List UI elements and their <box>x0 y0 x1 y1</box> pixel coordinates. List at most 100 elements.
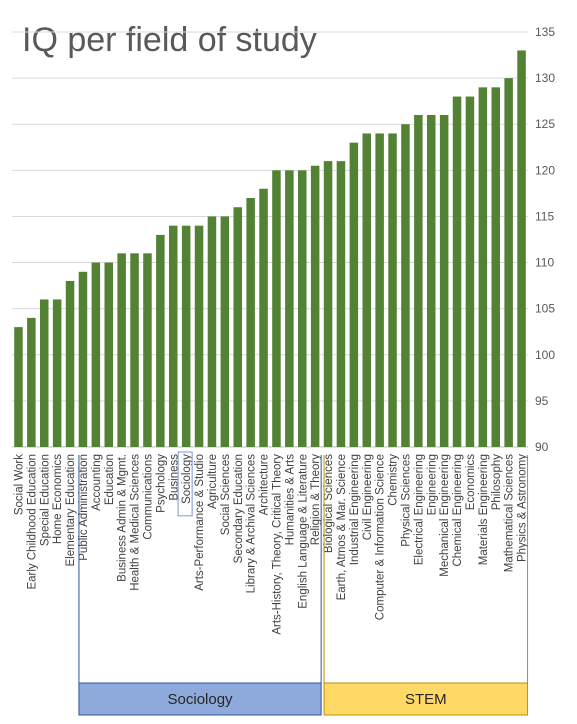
x-tick-label: Psychology <box>155 454 167 513</box>
group-label: STEM <box>405 691 447 708</box>
bar <box>285 170 294 448</box>
bar <box>246 198 255 447</box>
highlight-box <box>177 451 193 517</box>
x-tick-label: Economics <box>465 454 477 510</box>
x-tick-label: Accounting <box>91 454 103 511</box>
x-tick-label: Engineering <box>426 454 438 515</box>
group-box <box>78 682 322 716</box>
bar <box>401 124 410 447</box>
x-tick-label: Agriculture <box>207 454 219 509</box>
x-tick-label: Early Childhood Education <box>26 454 38 590</box>
x-tick-label: Business <box>168 454 180 501</box>
bar <box>78 271 88 447</box>
x-tick-label: Education <box>104 454 116 505</box>
x-tick-label: Communications <box>142 454 154 540</box>
bar <box>168 225 178 447</box>
bar <box>104 262 114 447</box>
x-tick-label: Social Work <box>13 454 25 515</box>
x-tick-label: Philosophy <box>491 454 503 511</box>
x-tick-label: Materials Engineering <box>478 454 490 565</box>
bar <box>478 87 488 447</box>
bar <box>194 225 204 447</box>
x-tick-label: Chemical Engineering <box>452 454 464 567</box>
x-tick-label: Biological Sciences <box>323 454 335 553</box>
y-tick-label: 135 <box>535 25 555 39</box>
x-tick-label: Electrical Engineering <box>413 454 425 565</box>
x-tick-label: Chemistry <box>388 454 400 506</box>
gridlines <box>12 31 528 448</box>
bar <box>272 170 281 448</box>
x-tick-label: Computer & Information Science <box>375 454 387 620</box>
bar <box>452 96 462 448</box>
bar <box>414 115 423 447</box>
y-tick-label: 105 <box>535 302 555 316</box>
bar <box>349 142 359 447</box>
y-tick-label: 130 <box>535 71 555 85</box>
bar <box>465 96 475 448</box>
x-tick-label: Industrial Engineering <box>349 454 361 565</box>
bar <box>323 161 333 447</box>
bar <box>220 216 230 447</box>
bar <box>65 281 75 447</box>
bar <box>426 115 436 447</box>
bar <box>156 234 165 447</box>
x-tick-label: Mechanical Engineering <box>439 454 451 577</box>
x-tick-label: Secondary Education <box>233 454 245 563</box>
x-tick-label: Elementary Education <box>65 454 77 567</box>
x-tick-label: English Language & Literature <box>297 454 309 609</box>
bar <box>14 327 23 447</box>
bar <box>91 262 101 447</box>
bar <box>388 133 397 447</box>
group-brackets: Sociology STEM <box>78 455 529 716</box>
bar <box>310 165 320 447</box>
bar <box>362 133 372 447</box>
bar <box>491 87 501 447</box>
bar <box>375 133 384 447</box>
x-tick-label: Social Sciences <box>220 454 232 535</box>
bar <box>39 299 49 447</box>
bar <box>117 253 126 447</box>
bar <box>130 253 139 447</box>
y-tick-label: 110 <box>535 256 554 270</box>
y-tick-label: 95 <box>535 394 549 408</box>
x-tick-label: Library & Archival Sciences <box>246 454 258 594</box>
x-tick-label: Earth, Atmos & Mar. Science <box>336 454 348 600</box>
x-tick-label: Arts-History, Theory, Critical Theory <box>271 454 283 635</box>
x-tick-label: Special Education <box>39 454 51 546</box>
bar <box>143 253 152 447</box>
bar <box>336 161 346 447</box>
x-tick-label: Physical Sciences <box>400 454 412 547</box>
y-tick-label: 120 <box>535 163 555 177</box>
bar <box>504 78 513 447</box>
bars <box>14 50 526 448</box>
x-tick-label: Religion & Theory <box>310 454 322 545</box>
y-tick-label: 90 <box>535 440 549 454</box>
y-tick-label: 115 <box>535 209 554 223</box>
bar <box>517 50 526 447</box>
bar <box>207 216 217 447</box>
y-tick-label: 100 <box>535 348 555 362</box>
x-axis-categories: Social Work Early Childhood Education Spec… <box>13 451 529 635</box>
group-box <box>323 682 529 716</box>
x-tick-label: Sociology <box>181 454 193 504</box>
x-tick-label: Arts-Performance & Studio <box>194 454 206 591</box>
x-tick-label: Mathematical Sciences <box>504 454 516 572</box>
bar <box>259 188 268 447</box>
x-tick-label: Public Administration <box>78 454 90 561</box>
bar <box>181 225 191 447</box>
x-tick-label: Humanities & Arts <box>284 454 296 546</box>
bar <box>52 299 62 447</box>
group-label: Sociology <box>168 691 234 708</box>
bar <box>233 207 243 447</box>
bar <box>297 170 307 448</box>
x-tick-label: Physics & Astronomy <box>517 454 529 562</box>
x-tick-label: Architecture <box>259 454 271 515</box>
bar <box>27 317 36 447</box>
x-tick-label: Civil Engineering <box>362 454 374 540</box>
chart-title: IQ per field of study <box>22 21 317 59</box>
x-tick-label: Home Economics <box>52 454 64 544</box>
x-tick-label: Health & Medical Sciences <box>130 454 142 591</box>
bar <box>439 115 449 447</box>
x-tick-label: Business Admin & Mgmt. <box>117 454 129 582</box>
